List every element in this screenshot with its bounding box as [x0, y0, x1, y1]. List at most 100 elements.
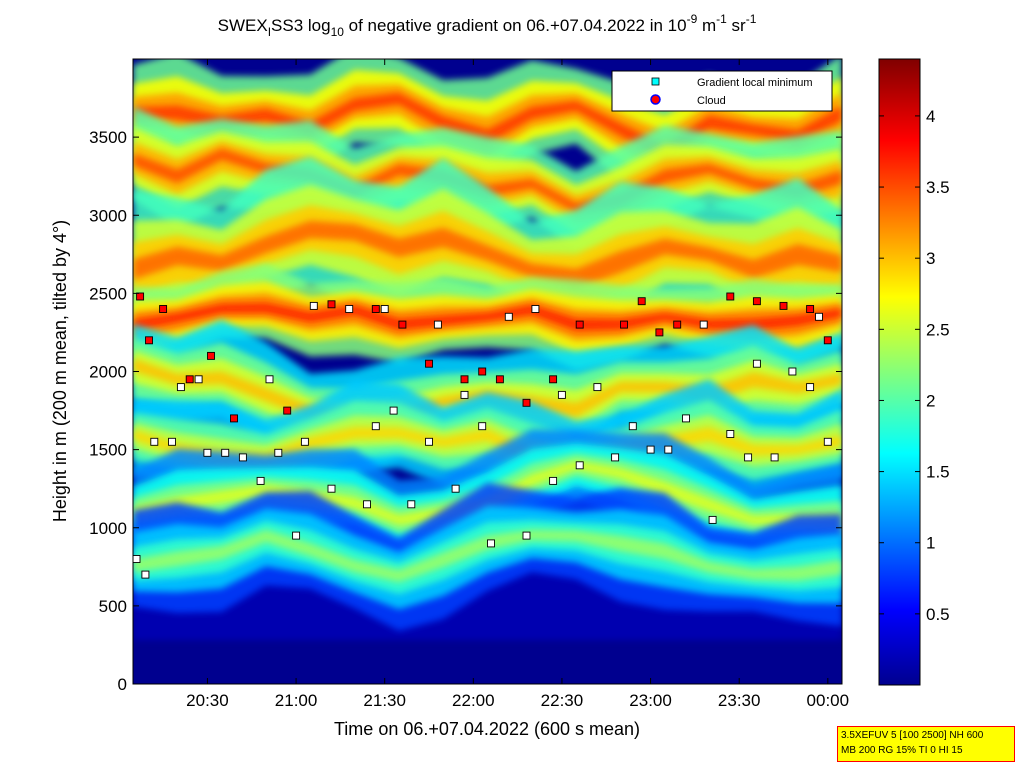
cloud-marker	[398, 320, 407, 329]
cloud-marker	[145, 336, 153, 345]
x-tick-label: 00:00	[807, 691, 850, 710]
gradient-minimum-marker	[433, 320, 442, 329]
gradient-minimum-marker	[150, 437, 159, 446]
y-tick-label: 1500	[89, 441, 127, 460]
gradient-minimum-marker	[646, 445, 655, 454]
legend-label-gradient-min: Gradient local minimum	[697, 77, 813, 89]
legend-label-cloud: Cloud	[697, 95, 726, 107]
gradient-minimum-marker	[575, 461, 584, 470]
colorbar-tick-label: 1.5	[926, 463, 950, 482]
cloud-marker	[575, 320, 584, 329]
gradient-minimum-marker	[823, 437, 832, 446]
y-tick-label: 1000	[89, 519, 127, 538]
cloud-marker	[726, 292, 735, 301]
cloud-marker	[478, 367, 487, 376]
cloud-marker	[549, 375, 558, 384]
legend-box	[611, 70, 833, 112]
cloud-marker	[460, 375, 469, 384]
gradient-minimum-marker	[682, 414, 690, 423]
cloud-marker	[136, 292, 145, 301]
x-axis: 20:30 21:00 21:30 22:00 22:30 23:00 23:30 00:00	[186, 59, 849, 710]
cloud-marker	[620, 320, 628, 329]
gradient-minimum-marker	[726, 430, 735, 438]
x-tick-label: 21:30	[363, 691, 406, 710]
colorbar-tick-label: 2.5	[926, 320, 950, 339]
colorbar-gradient	[878, 58, 921, 686]
gradient-minimum-marker	[549, 476, 558, 485]
gradient-minimum-marker	[460, 390, 469, 399]
colorbar-tick-label: 3	[926, 249, 935, 268]
y-tick-label: 3500	[89, 128, 127, 147]
gradient-minimum-marker	[265, 375, 274, 384]
gradient-minimum-marker	[744, 453, 753, 462]
y-tick-label: 2000	[89, 363, 127, 382]
gradient-minimum-marker	[708, 515, 717, 524]
y-axis: 0 500 1000 1500 2000 2500 3000 3500	[89, 128, 842, 694]
y-tick-label: 0	[118, 675, 127, 694]
y-tick-label: 2500	[89, 284, 127, 303]
gradient-minimum-marker	[425, 437, 433, 446]
gradient-minimum-marker	[380, 305, 389, 313]
colorbar: 0.5 1 1.5 2 2.5 3 3.5 4	[878, 58, 950, 686]
gradient-minimum-marker	[238, 453, 247, 462]
gradient-minimum-marker	[221, 448, 230, 457]
gradient-minimum-marker	[664, 445, 673, 454]
cloud-marker	[752, 297, 761, 306]
cloud-marker	[495, 375, 504, 384]
cloud-marker	[159, 305, 168, 313]
plot-area	[133, 59, 842, 684]
gradient-minimum-marker	[770, 453, 779, 462]
colorbar-tick-label: 2	[926, 391, 935, 410]
cloud-marker	[522, 398, 531, 407]
gradient-minimum-marker	[611, 453, 620, 462]
x-tick-label: 20:30	[186, 691, 229, 710]
legend: Gradient local minimum Cloud	[611, 70, 833, 112]
cloud-marker	[230, 414, 238, 423]
gradient-minimum-marker	[531, 305, 540, 313]
cloud-marker	[283, 406, 292, 415]
cloud-marker	[673, 320, 682, 329]
gradient-minimum-marker	[327, 484, 336, 493]
gradient-minimum-marker	[133, 555, 141, 563]
gradient-minimum-marker	[292, 531, 301, 540]
x-tick-label: 21:00	[275, 691, 318, 710]
y-tick-label: 500	[99, 597, 127, 616]
colorbar-tick-label: 4	[926, 107, 935, 126]
legend-marker-cloud	[650, 94, 661, 105]
gradient-minimum-marker	[256, 476, 265, 485]
gradient-minimum-marker	[371, 422, 380, 431]
parameter-line-1: 3.5XEFUV 5 [100 2500] NH 600	[841, 730, 984, 741]
x-tick-label: 22:00	[452, 691, 495, 710]
gradient-minimum-marker	[451, 484, 460, 493]
y-axis-label: Height in m (200 m mean, tilted by 4°)	[50, 220, 70, 522]
gradient-minimum-marker	[557, 390, 566, 399]
gradient-minimum-marker	[194, 375, 203, 384]
colorbar-tick-label: 1	[926, 534, 935, 553]
legend-marker-gradient-min	[651, 77, 660, 86]
chart-title: SWEXISS3 log10 of negative gradient on 0…	[218, 12, 757, 39]
gradient-minimum-marker	[788, 367, 797, 376]
gradient-minimum-marker	[141, 570, 150, 579]
colorbar-ticks: 0.5 1 1.5 2 2.5 3 3.5 4	[879, 107, 950, 624]
parameter-line-2: MB 200 RG 15% TI 0 HI 15	[841, 745, 963, 756]
cloud-marker	[371, 305, 380, 313]
colorbar-tick-label: 0.5	[926, 605, 950, 624]
gradient-minimum-marker	[274, 448, 283, 457]
cloud-marker	[637, 297, 646, 306]
y-tick-label: 3000	[89, 206, 127, 225]
cloud-marker	[185, 375, 194, 384]
cloud-marker	[806, 305, 815, 313]
cloud-marker	[327, 300, 336, 309]
gradient-minimum-marker	[176, 383, 185, 392]
gradient-minimum-marker	[699, 320, 708, 329]
cloud-marker	[779, 301, 788, 310]
gradient-minimum-marker	[593, 383, 602, 392]
x-tick-label: 23:00	[629, 691, 672, 710]
x-tick-label: 22:30	[541, 691, 584, 710]
colorbar-tick-label: 3.5	[926, 178, 950, 197]
x-tick-label: 23:30	[718, 691, 761, 710]
x-axis-label: Time on 06.+07.04.2022 (600 s mean)	[334, 719, 640, 739]
parameter-box: 3.5XEFUV 5 [100 2500] NH 600 MB 200 RG 1…	[837, 726, 1015, 762]
gradient-minimum-marker	[628, 422, 637, 431]
